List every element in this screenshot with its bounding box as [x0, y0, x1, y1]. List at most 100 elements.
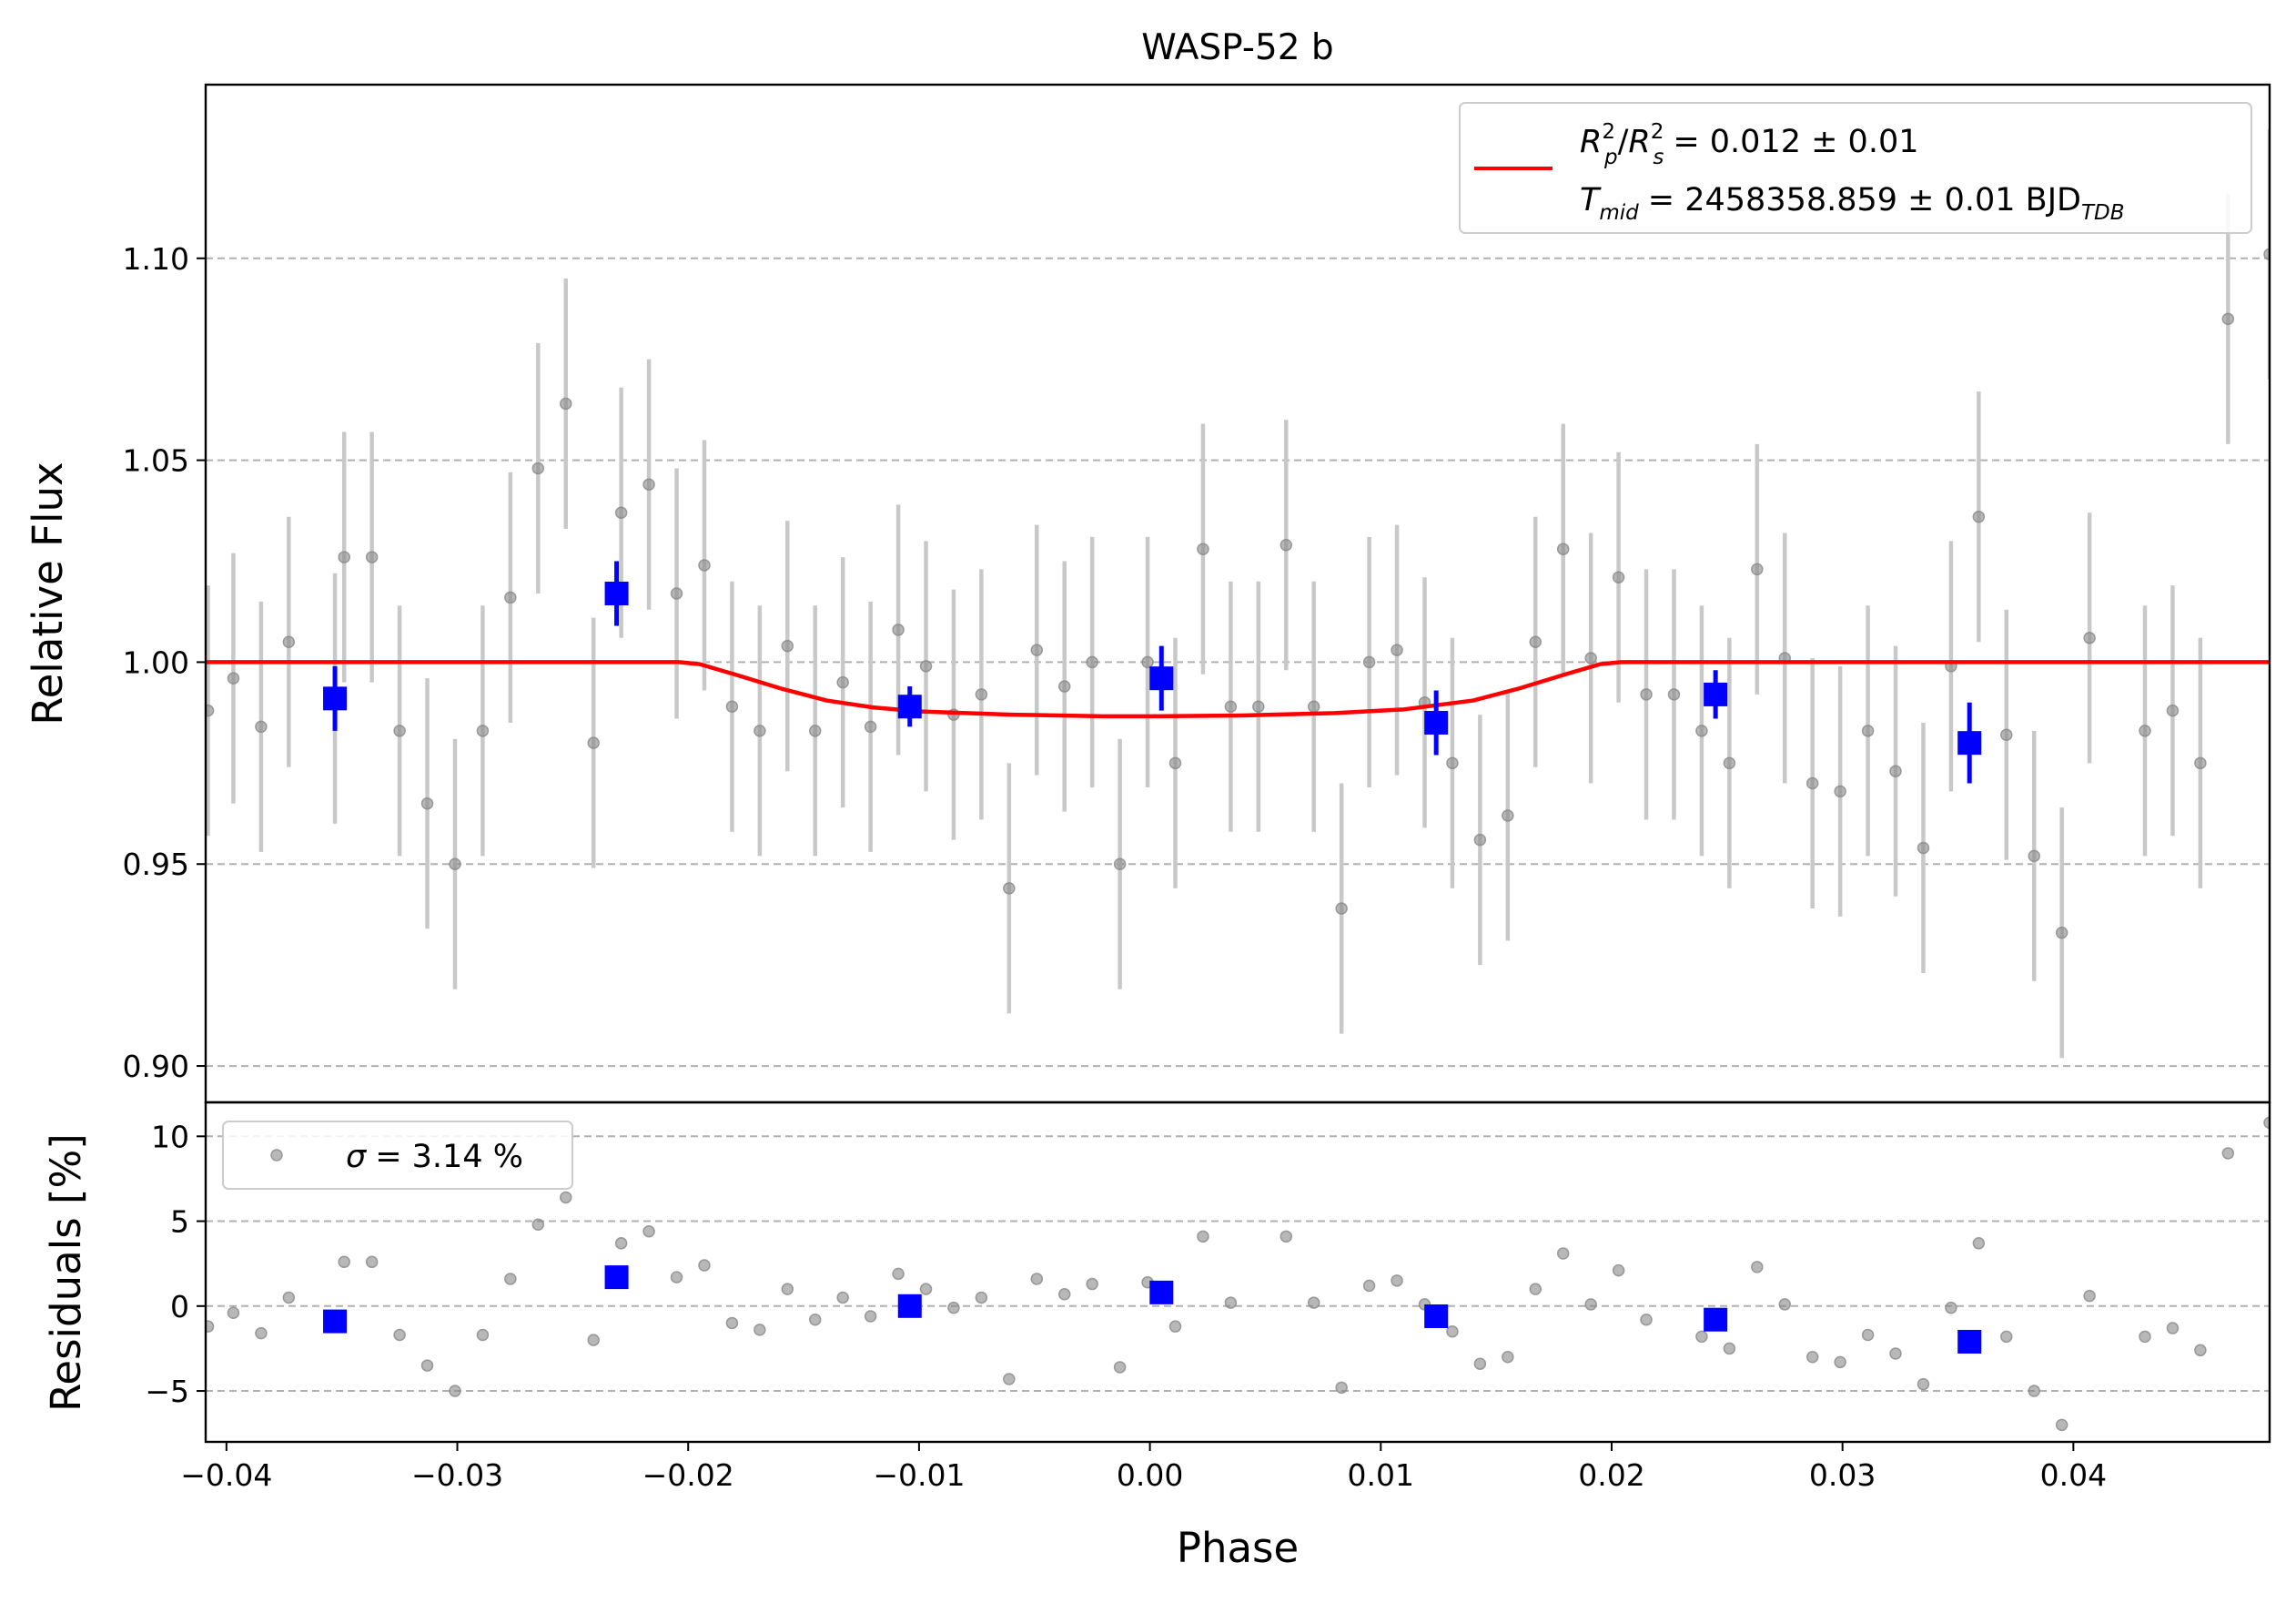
raw-point [476, 725, 490, 737]
top-model-curve [206, 660, 2270, 719]
x-tick-label: −0.01 [873, 1457, 965, 1493]
residual-point [975, 1291, 988, 1304]
binned-point [1957, 731, 1982, 756]
residual-point [864, 1310, 877, 1323]
residual-point [1168, 1320, 1182, 1333]
raw-point [504, 591, 517, 604]
raw-point [1529, 635, 1542, 648]
x-tick-label: 0.02 [1578, 1457, 1644, 1493]
raw-point [2139, 725, 2151, 737]
binned-residual-point [604, 1265, 629, 1290]
residual-point [698, 1259, 711, 1272]
residual-point [1640, 1313, 1653, 1326]
binned-residual-point [323, 1309, 348, 1334]
residual-point [531, 1218, 545, 1232]
residual-point [892, 1267, 905, 1281]
bottom-panel: −5 0 5 10 −0.04 −0.03 −0.02 −0.01 0.00 0.01 0.02 0… [42, 1101, 2271, 1572]
residual-point [1030, 1273, 1044, 1285]
binned-point [323, 686, 348, 711]
residual-point [2263, 1116, 2270, 1130]
residual-point [2221, 1147, 2235, 1160]
raw-point [1861, 725, 1875, 737]
residual-point [2166, 1322, 2180, 1334]
residual-point [504, 1273, 517, 1285]
raw-point [1141, 655, 1154, 669]
raw-point [1917, 841, 1930, 855]
residual-point [1778, 1298, 1791, 1311]
binned-point [1424, 710, 1449, 735]
raw-point [1446, 756, 1459, 770]
binned-residual-point [1424, 1304, 1449, 1328]
bottom-raw-points [206, 1116, 2270, 1432]
raw-point [808, 725, 822, 737]
raw-point [393, 725, 406, 737]
top-y-tick-label: 0.90 [123, 1049, 189, 1084]
top-y-tick-label: 1.10 [123, 241, 189, 277]
raw-point [2194, 756, 2207, 770]
residual-point [2000, 1330, 2013, 1344]
bottom-y-ticks: −5 0 5 10 [145, 1119, 206, 1409]
raw-point [2083, 632, 2096, 644]
x-tick-label: 0.03 [1809, 1457, 1876, 1493]
residual-point [614, 1237, 628, 1250]
residual-point [1446, 1325, 1459, 1338]
residual-point [1362, 1279, 1376, 1293]
residual-point [1391, 1274, 1403, 1287]
binned-residual-point [1149, 1280, 1174, 1304]
raw-point [1391, 644, 1403, 656]
residual-point [560, 1191, 572, 1204]
binned-point [897, 695, 922, 719]
raw-point [531, 462, 545, 475]
raw-point [1972, 510, 1986, 523]
bottom-y-tick-label: −5 [145, 1374, 189, 1409]
raw-point [206, 704, 215, 717]
residual-point [642, 1224, 655, 1238]
residual-point [449, 1385, 461, 1397]
residual-point [1889, 1347, 1902, 1360]
bottom-y-axis-label: Residuals [%] [42, 1133, 90, 1412]
binned-point [1149, 666, 1174, 691]
bottom-y-tick-label: 5 [170, 1204, 189, 1240]
residual-point [1086, 1277, 1098, 1291]
raw-point [1834, 785, 1846, 798]
residual-point [1502, 1351, 1514, 1364]
residual-point [1279, 1230, 1293, 1243]
raw-point [1197, 543, 1209, 555]
raw-point [1473, 833, 1487, 847]
raw-point [1889, 765, 1902, 777]
raw-point [975, 688, 988, 701]
bottom-legend: σ = 3.14 % [222, 1121, 573, 1190]
raw-point [420, 796, 434, 810]
residual-point [670, 1271, 683, 1283]
x-axis-label: Phase [1177, 1524, 1299, 1572]
top-binned-points [323, 561, 1982, 784]
residual-point [836, 1291, 849, 1304]
residual-point [1197, 1230, 1209, 1243]
residual-point [2083, 1289, 2096, 1303]
raw-point [449, 857, 461, 870]
raw-point [1805, 776, 1819, 790]
residual-point [808, 1313, 822, 1326]
top-legend-tmid: Tmid = 2458358.859 ± 0.01 BJDTDB [1580, 182, 2125, 225]
binned-residual-point [1957, 1329, 1982, 1354]
raw-point [781, 639, 794, 653]
residual-point [1584, 1298, 1597, 1311]
bottom-binned-points [323, 1265, 1982, 1354]
raw-point [1030, 644, 1044, 656]
raw-point [754, 725, 766, 737]
raw-point [1640, 688, 1653, 701]
residual-point [2028, 1385, 2040, 1397]
residual-point [754, 1324, 766, 1336]
residual-point [1972, 1237, 1986, 1250]
raw-point [1584, 652, 1597, 665]
residual-point [1057, 1287, 1071, 1301]
raw-point [2166, 704, 2180, 717]
raw-point [560, 397, 572, 411]
x-tick-label: −0.02 [642, 1457, 734, 1493]
raw-point [2055, 926, 2068, 939]
top-legend-ratio: R2 p/R2 s = 0.012 ± 0.01 [1580, 120, 1918, 169]
raw-point [892, 624, 905, 636]
residual-point [781, 1283, 794, 1295]
residual-point [255, 1326, 268, 1340]
